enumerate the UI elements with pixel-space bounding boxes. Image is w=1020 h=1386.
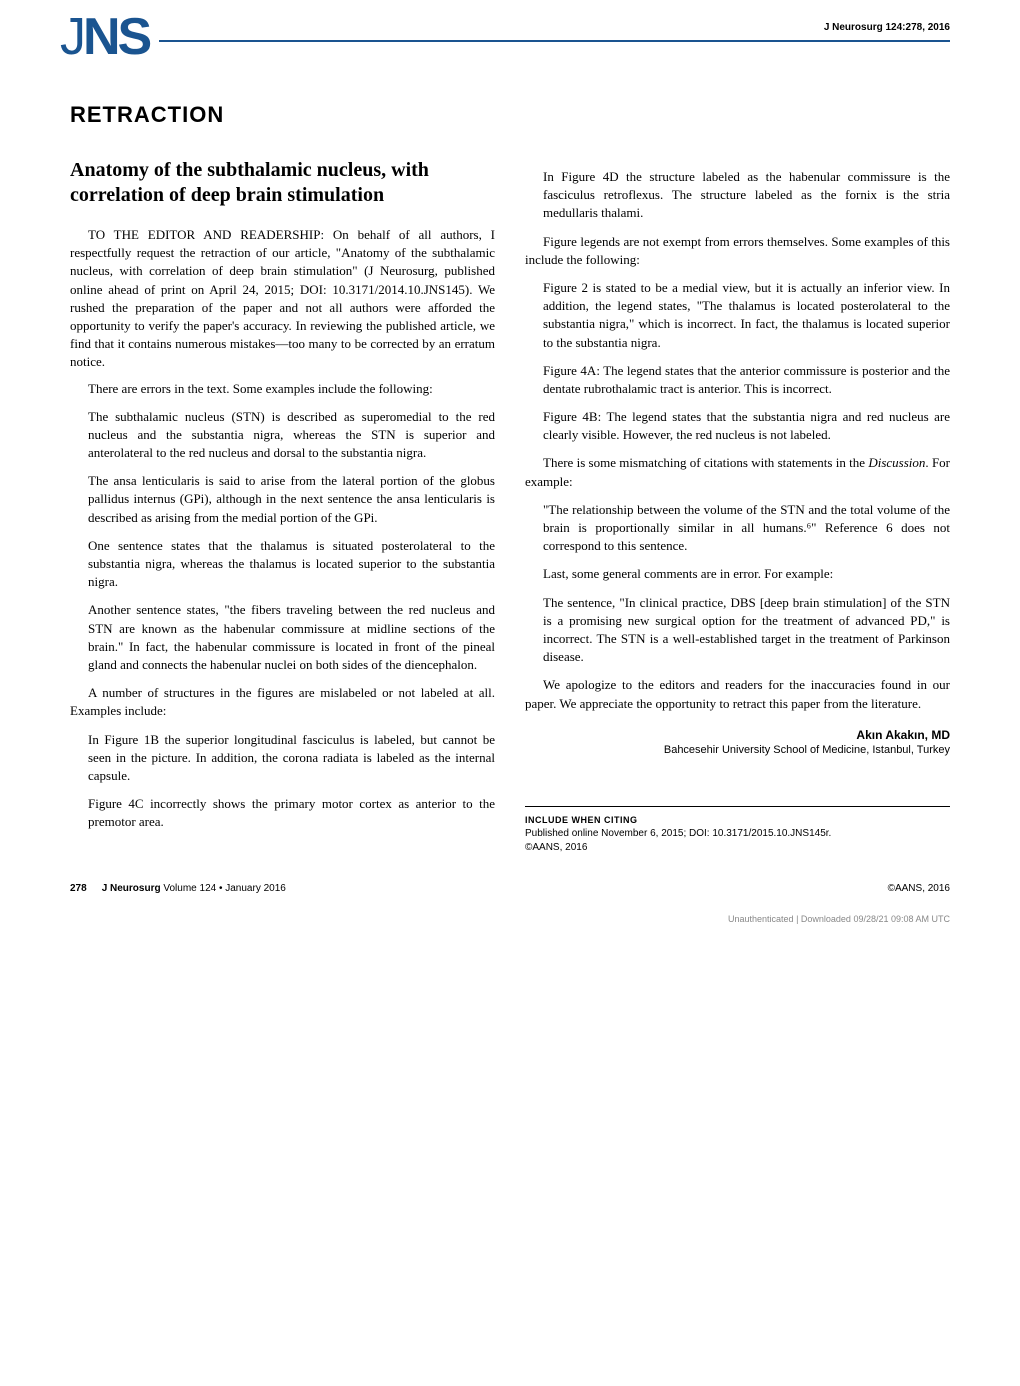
citation-published: Published online November 6, 2015; DOI: …: [525, 828, 950, 839]
quote-block: Another sentence states, "the fibers tra…: [88, 601, 495, 674]
author-affiliation: Bahcesehir University School of Medicine…: [525, 744, 950, 756]
page-number: 278: [70, 883, 87, 894]
citation-copyright: ©AANS, 2016: [525, 842, 950, 853]
author-name: Akın Akakın, MD: [525, 728, 950, 742]
journal-name: J Neurosurg: [102, 883, 161, 894]
retraction-heading: RETRACTION: [70, 102, 950, 128]
quote-block: Figure 4B: The legend states that the su…: [543, 408, 950, 444]
paragraph: There are errors in the text. Some examp…: [70, 380, 495, 398]
right-column: In Figure 4D the structure labeled as th…: [525, 158, 950, 853]
quote-block: The subthalamic nucleus (STN) is describ…: [88, 408, 495, 463]
quote-block: One sentence states that the thalamus is…: [88, 537, 495, 592]
paragraph: There is some mismatching of citations w…: [525, 454, 950, 490]
content-columns: Anatomy of the subthalamic nucleus, with…: [70, 158, 950, 853]
footer-copyright: ©AANS, 2016: [888, 883, 950, 894]
paragraph: Last, some general comments are in error…: [525, 565, 950, 583]
article-title: Anatomy of the subthalamic nucleus, with…: [70, 158, 495, 208]
logo-j: J: [60, 8, 83, 66]
quote-block: In Figure 4D the structure labeled as th…: [543, 168, 950, 223]
citation-heading: INCLUDE WHEN CITING: [525, 815, 950, 825]
journal-info: J Neurosurg Volume 124 • January 2016: [102, 883, 286, 894]
header-divider: JNS J Neurosurg 124:278, 2016: [70, 40, 950, 42]
page-footer: 278 J Neurosurg Volume 124 • January 201…: [70, 883, 950, 894]
quote-block: The sentence, "In clinical practice, DBS…: [543, 594, 950, 667]
text-span: There is some mismatching of citations w…: [543, 455, 868, 470]
header-citation: J Neurosurg 124:278, 2016: [814, 22, 950, 33]
paragraph: TO THE EDITOR AND READERSHIP: On behalf …: [70, 226, 495, 372]
quote-block: Figure 4C incorrectly shows the primary …: [88, 795, 495, 831]
volume-info: Volume 124 • January 2016: [161, 883, 286, 894]
paragraph: We apologize to the editors and readers …: [525, 676, 950, 712]
quote-block: "The relationship between the volume of …: [543, 501, 950, 556]
download-info: Unauthenticated | Downloaded 09/28/21 09…: [70, 914, 950, 924]
quote-block: The ansa lenticularis is said to arise f…: [88, 472, 495, 527]
journal-logo: JNS: [50, 7, 159, 67]
paragraph: A number of structures in the figures ar…: [70, 684, 495, 720]
quote-block: Figure 2 is stated to be a medial view, …: [543, 279, 950, 352]
quote-block: Figure 4A: The legend states that the an…: [543, 362, 950, 398]
logo-ns: NS: [83, 8, 149, 66]
left-column: Anatomy of the subthalamic nucleus, with…: [70, 158, 495, 853]
citation-section: INCLUDE WHEN CITING Published online Nov…: [525, 806, 950, 853]
footer-left: 278 J Neurosurg Volume 124 • January 201…: [70, 883, 286, 894]
italic-text: Discussion: [868, 455, 925, 470]
paragraph: Figure legends are not exempt from error…: [525, 233, 950, 269]
quote-block: In Figure 1B the superior longitudinal f…: [88, 731, 495, 786]
